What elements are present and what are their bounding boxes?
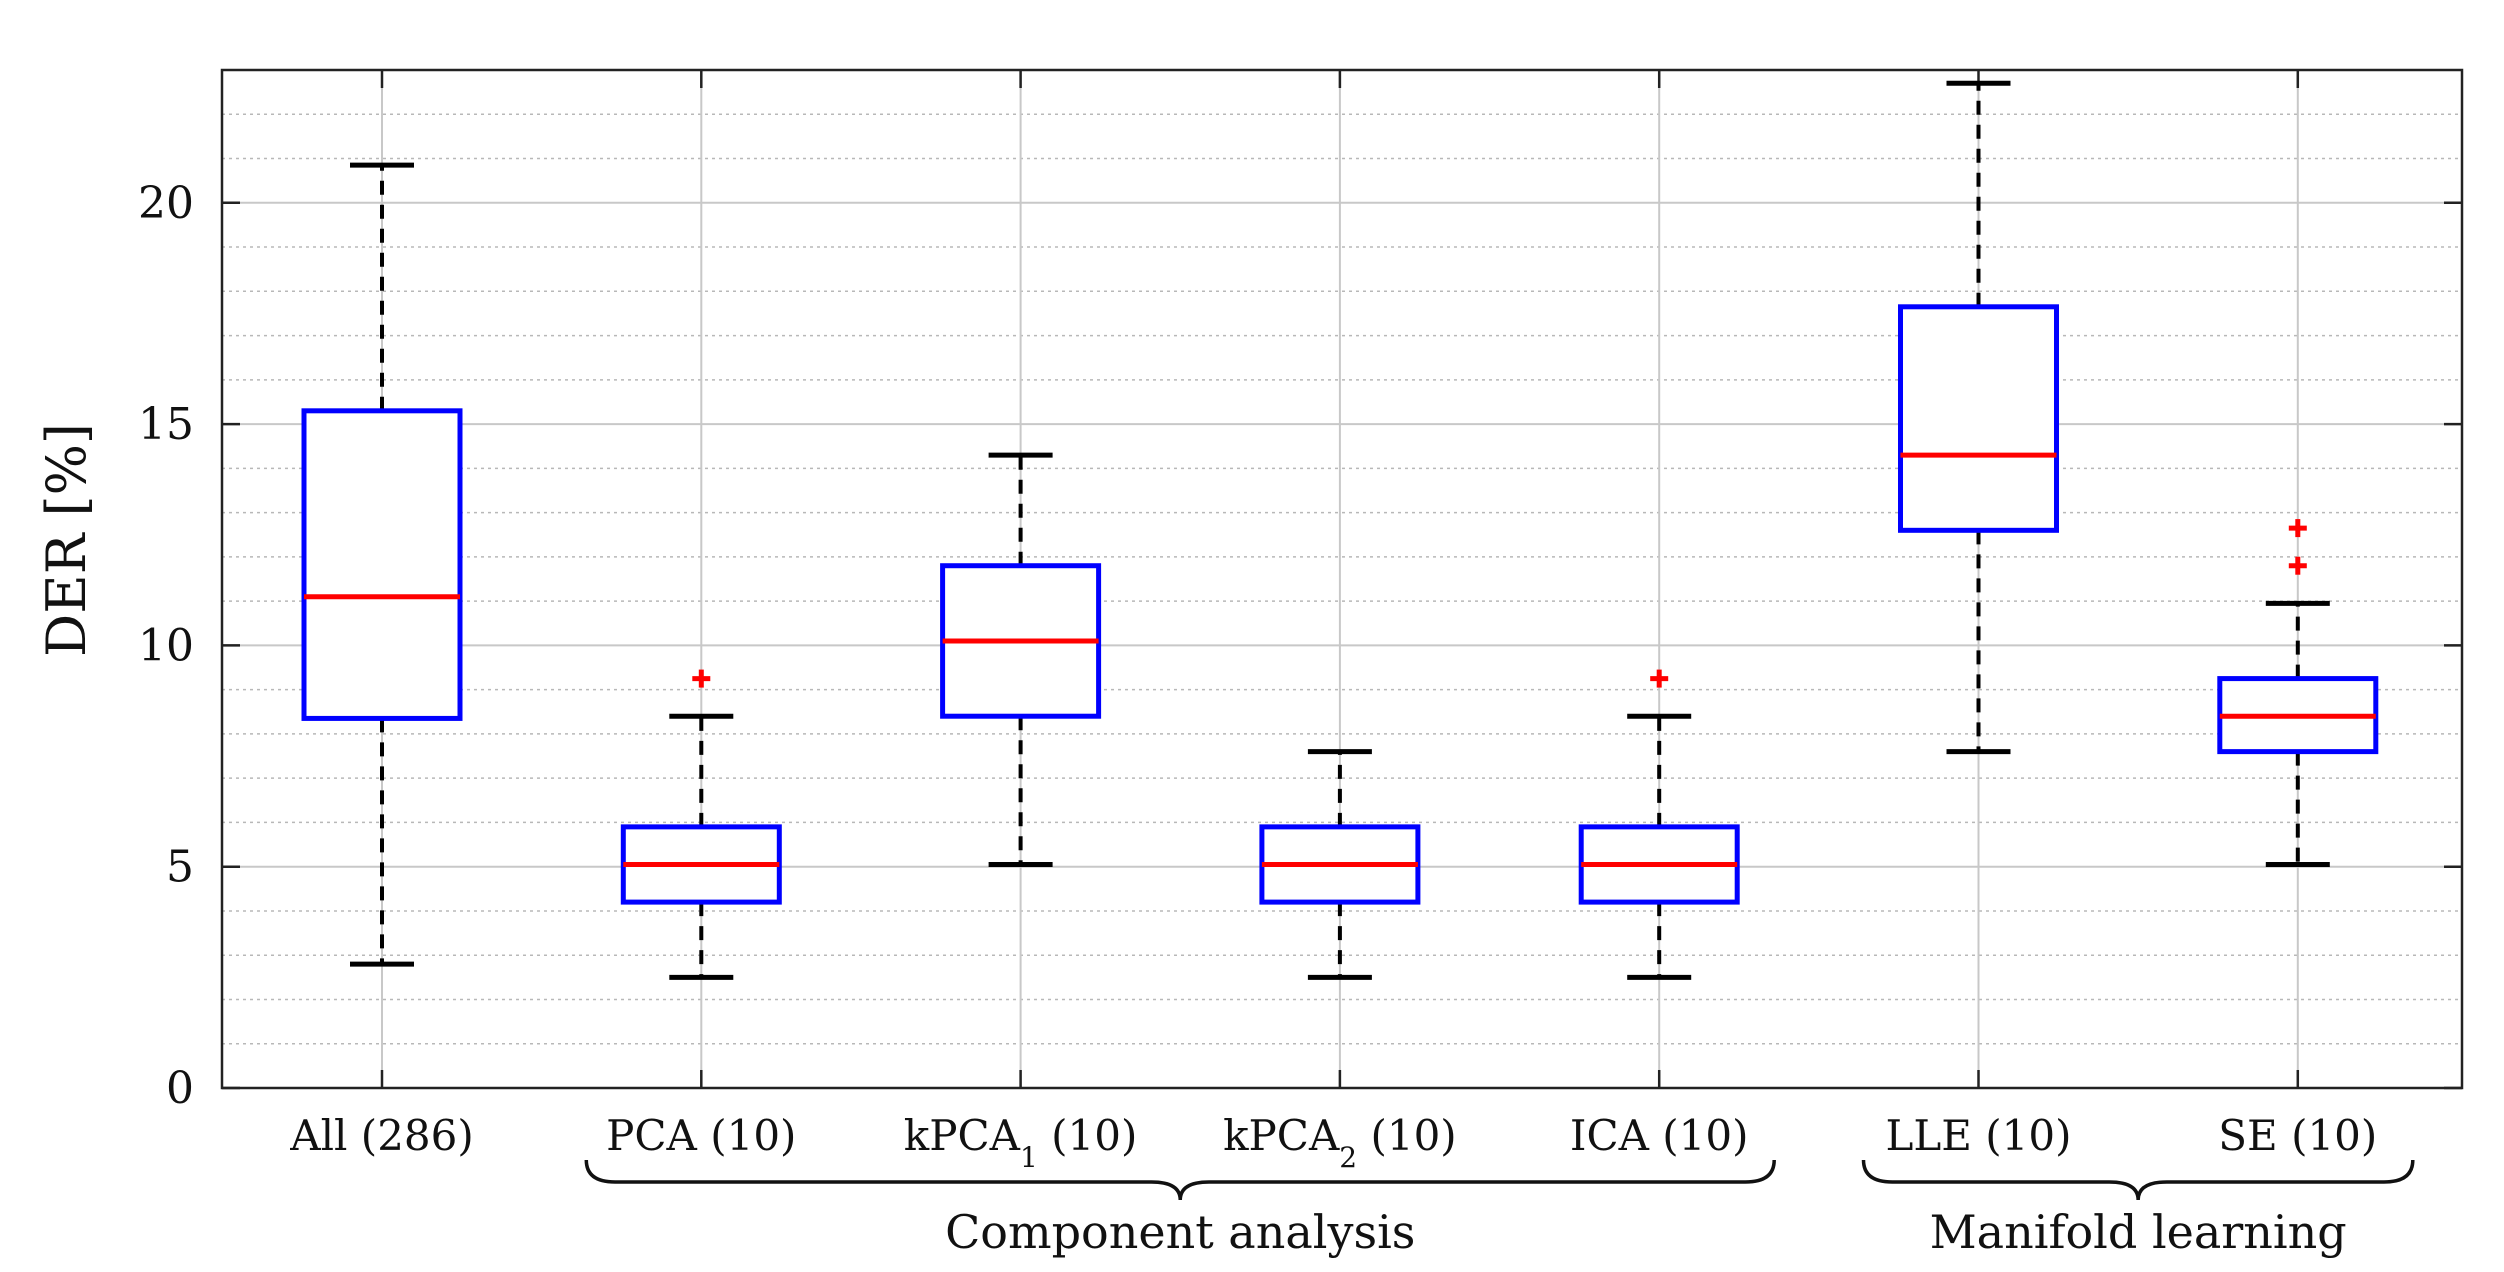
- group-label: Manifold learning: [1930, 1205, 2347, 1259]
- y-tick-label: 15: [138, 399, 194, 450]
- outlier-point: [2288, 556, 2307, 575]
- x-tick-label: kPCA1 (10): [904, 1111, 1138, 1174]
- group-label: Component analysis: [945, 1205, 1415, 1259]
- group-brace: [1861, 1159, 2415, 1201]
- boxes: [301, 80, 2379, 980]
- box-7: [2217, 519, 2379, 867]
- box-3: [940, 452, 1102, 867]
- outlier-point: [2288, 519, 2307, 538]
- labels: 0 5 10 15 20 All (286) PCA (10) kPCA1 (10) kPCA2…: [138, 178, 2415, 1259]
- iqr-box: [301, 408, 463, 721]
- box-4: [1259, 749, 1421, 980]
- box-2: [620, 669, 782, 980]
- group-brace: [584, 1159, 1776, 1201]
- plot-frame: [220, 68, 2464, 1090]
- y-tick-label: 0: [166, 1063, 194, 1114]
- box-6: [1898, 80, 2059, 755]
- x-tick-label: SE (10): [2218, 1111, 2377, 1160]
- x-tick-label: ICA (10): [1570, 1111, 1749, 1160]
- outlier-point: [692, 669, 711, 688]
- x-tick-label: kPCA2 (10): [1223, 1111, 1457, 1174]
- axes: [220, 68, 2464, 1090]
- y-tick-label: 5: [166, 842, 194, 893]
- y-tick-label: 20: [138, 178, 194, 229]
- y-axis-label: DER [%]: [35, 423, 98, 657]
- outlier-point: [1650, 669, 1669, 688]
- grid: [222, 70, 2462, 1089]
- iqr-box: [1898, 304, 2059, 533]
- y-tick-label: 10: [138, 620, 194, 671]
- box-5: [1578, 669, 1740, 980]
- box-1: [301, 162, 463, 967]
- x-tick-label: LLE (10): [1885, 1111, 2071, 1160]
- x-tick-label: PCA (10): [606, 1111, 796, 1160]
- x-tick-label: All (286): [289, 1111, 474, 1160]
